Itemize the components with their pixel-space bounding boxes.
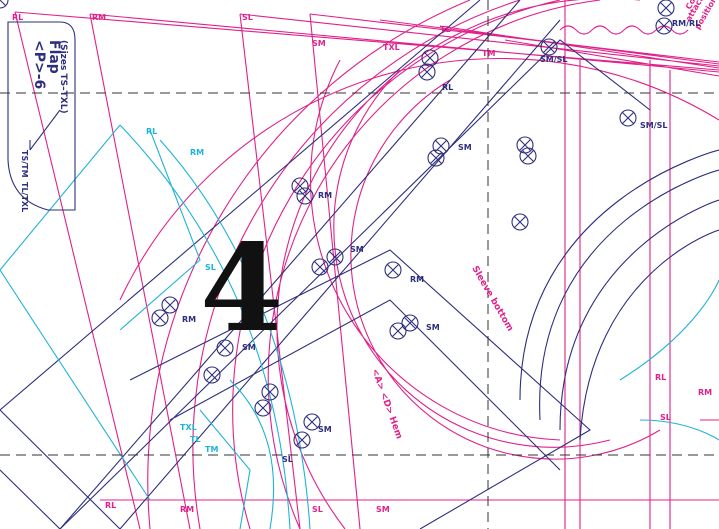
size-label: SL bbox=[282, 455, 293, 464]
size-label: SM bbox=[426, 323, 440, 332]
size-label: RM bbox=[180, 505, 194, 514]
size-label: TXL bbox=[383, 43, 400, 52]
size-label: SM bbox=[318, 425, 332, 434]
size-label: SM bbox=[376, 505, 390, 514]
size-label: TL bbox=[440, 25, 451, 34]
size-label: RL bbox=[105, 501, 116, 510]
size-label: SL bbox=[205, 263, 216, 272]
size-label: TM bbox=[482, 49, 495, 58]
size-label: SL bbox=[660, 413, 671, 422]
size-label: SM bbox=[242, 343, 256, 352]
size-label: RM bbox=[92, 13, 106, 22]
size-label: RM bbox=[698, 388, 712, 397]
size-label: SM bbox=[312, 39, 326, 48]
size-label: RM bbox=[410, 275, 424, 284]
size-label: RL bbox=[442, 83, 453, 92]
size-label: TXL bbox=[180, 423, 197, 432]
size-label: RL bbox=[655, 373, 666, 382]
flap-sizes: (Sizes TS–TXL) bbox=[58, 40, 68, 114]
size-mark: TS/TM bbox=[20, 150, 29, 178]
size-labels: RL RM SL SM TXL TL TM SM/SL SM/SL RM/RL … bbox=[12, 13, 712, 514]
size-label: RM bbox=[182, 315, 196, 324]
page-number: 4 bbox=[200, 218, 284, 359]
size-label: RM bbox=[318, 191, 332, 200]
size-label: SM bbox=[350, 245, 364, 254]
grainline bbox=[29, 109, 61, 151]
size-label: SM bbox=[458, 143, 472, 152]
flap-piece: <P>-6 Flap (Sizes TS–TXL) TS/TM TL/TXL bbox=[7, 21, 76, 212]
notch-marks bbox=[0, 0, 675, 449]
cyan-lines bbox=[0, 124, 719, 529]
magenta-lines bbox=[14, 0, 719, 529]
flap-name: Flap bbox=[46, 40, 62, 74]
size-label: SM/SL bbox=[640, 121, 668, 130]
size-mark: TL/TXL bbox=[20, 182, 29, 212]
size-label: TM bbox=[205, 445, 218, 454]
collar-line: Collar bbox=[684, 0, 705, 11]
flap-outline bbox=[7, 21, 76, 211]
size-label: RL bbox=[146, 127, 157, 136]
size-label: RM/RL bbox=[672, 19, 700, 28]
flap-code: <P>-6 bbox=[31, 40, 47, 89]
size-label: SL bbox=[242, 13, 253, 22]
size-label: RL bbox=[12, 13, 23, 22]
size-label: TL bbox=[190, 435, 201, 444]
size-label: SL bbox=[312, 505, 323, 514]
size-label: RM bbox=[190, 148, 204, 157]
size-label: SM/SL bbox=[540, 55, 568, 64]
